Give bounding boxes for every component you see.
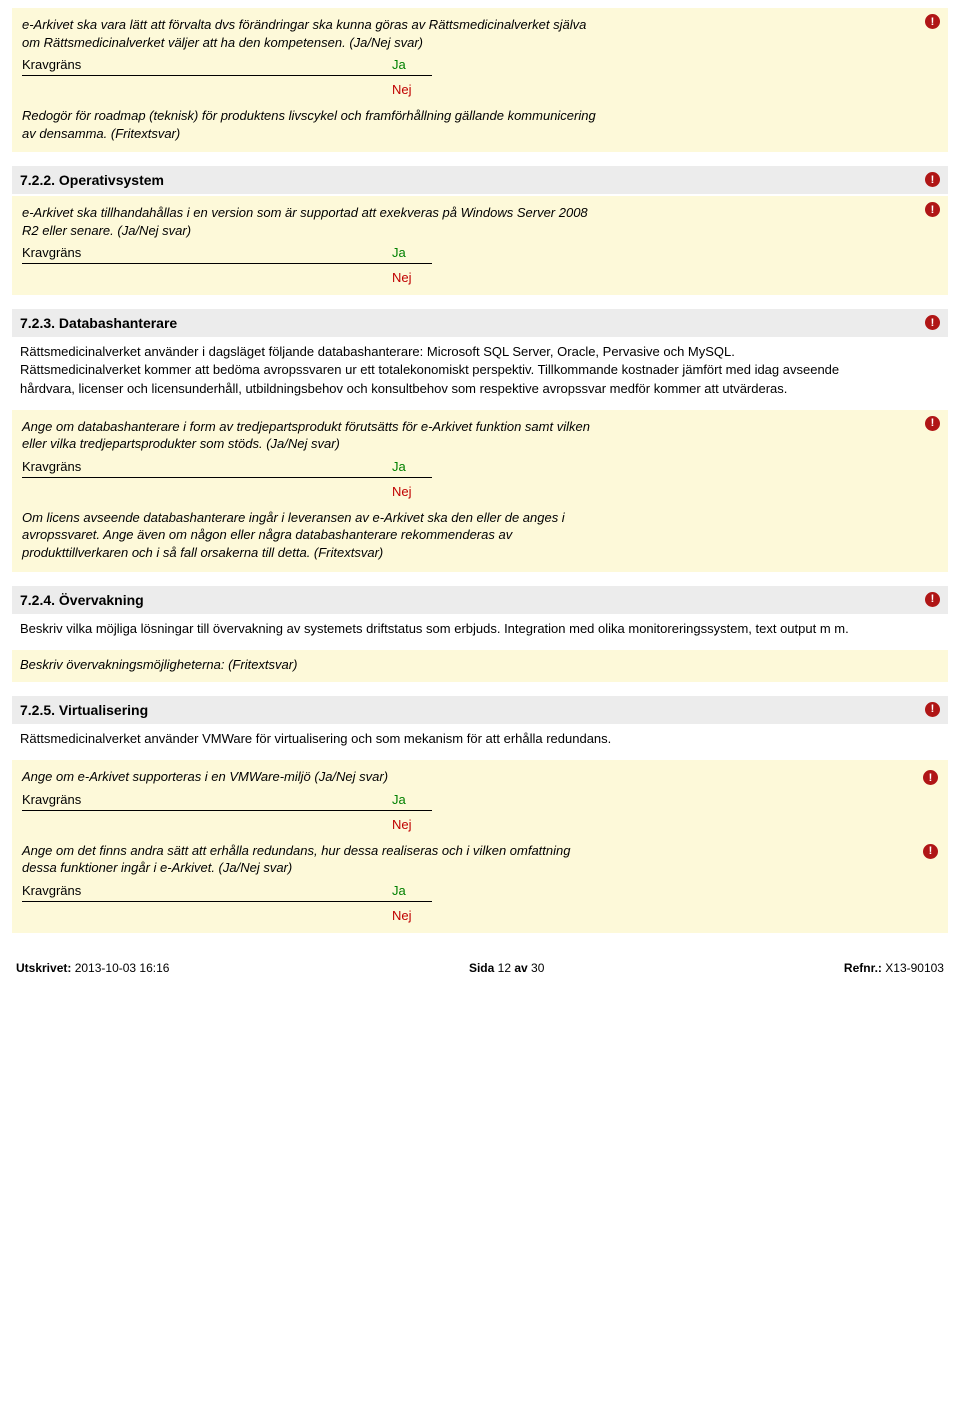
- question-text: e-Arkivet ska vara lätt att förvalta dvs…: [22, 16, 602, 51]
- ref-label: Refnr.:: [844, 961, 882, 975]
- threshold-row: Kravgräns Ja: [22, 790, 432, 811]
- answer-nej: Nej: [392, 270, 412, 285]
- question-text: Ange om det finns andra sätt att erhålla…: [22, 842, 602, 877]
- alert-icon: !: [925, 172, 940, 187]
- page-total: 30: [531, 961, 544, 975]
- footer-printed: Utskrivet: 2013-10-03 16:16: [16, 961, 169, 975]
- section-header-722: 7.2.2. Operativsystem !: [12, 166, 948, 194]
- answer-nej: Nej: [392, 908, 412, 923]
- section-body: Rättsmedicinalverket använder VMWare för…: [12, 726, 862, 758]
- section-body: Beskriv vilka möjliga lösningar till öve…: [12, 616, 862, 648]
- question-block: ! Ange om e-Arkivet supporteras i en VMW…: [12, 760, 948, 933]
- question-text: Ange om e-Arkivet supporteras i en VMWar…: [22, 768, 602, 786]
- alert-icon: !: [925, 315, 940, 330]
- section-header-723: 7.2.3. Databashanterare !: [12, 309, 948, 337]
- page-footer: Utskrivet: 2013-10-03 16:16 Sida 12 av 3…: [12, 947, 948, 975]
- threshold-row: Kravgräns Ja: [22, 457, 432, 478]
- section-header-724: 7.2.4. Övervakning !: [12, 586, 948, 614]
- answer-nej-row: Nej: [22, 478, 432, 499]
- section-body: Rättsmedicinalverket använder i dagsläge…: [12, 339, 862, 408]
- threshold-label: Kravgräns: [22, 883, 392, 898]
- inner-question: ! Ange om det finns andra sätt att erhål…: [22, 842, 938, 923]
- threshold-label: Kravgräns: [22, 459, 392, 474]
- section-title: 7.2.2. Operativsystem: [20, 172, 164, 188]
- threshold-label: Kravgräns: [22, 57, 392, 72]
- section-title: 7.2.5. Virtualisering: [20, 702, 148, 718]
- followup-text: Redogör för roadmap (teknisk) för produk…: [22, 107, 602, 142]
- alert-icon: !: [923, 770, 938, 785]
- answer-nej: Nej: [392, 82, 412, 97]
- answer-nej-row: Nej: [22, 264, 432, 285]
- answer-ja: Ja: [392, 459, 406, 474]
- alert-icon: !: [925, 592, 940, 607]
- followup-text: Om licens avseende databashanterare ingå…: [22, 509, 602, 562]
- footer-ref: Refnr.: X13-90103: [844, 961, 944, 975]
- page-label: Sida: [469, 961, 494, 975]
- question-freetext: Beskriv övervakningsmöjligheterna: (Frit…: [12, 650, 948, 682]
- question-block: ! e-Arkivet ska vara lätt att förvalta d…: [12, 8, 948, 152]
- question-text: Ange om databashanterare i form av tredj…: [22, 418, 602, 453]
- section-header-725: 7.2.5. Virtualisering !: [12, 696, 948, 724]
- page-current: 12: [498, 961, 511, 975]
- answer-ja: Ja: [392, 57, 406, 72]
- inner-question: ! Ange om e-Arkivet supporteras i en VMW…: [22, 768, 938, 832]
- alert-icon: !: [925, 14, 940, 29]
- answer-nej-row: Nej: [22, 76, 432, 97]
- answer-nej: Nej: [392, 817, 412, 832]
- threshold-row: Kravgräns Ja: [22, 55, 432, 76]
- section-title: 7.2.4. Övervakning: [20, 592, 144, 608]
- page-sep: av: [514, 961, 527, 975]
- answer-ja: Ja: [392, 792, 406, 807]
- printed-value: 2013-10-03 16:16: [75, 961, 170, 975]
- answer-ja: Ja: [392, 883, 406, 898]
- threshold-label: Kravgräns: [22, 245, 392, 260]
- alert-icon: !: [923, 844, 938, 859]
- answer-nej-row: Nej: [22, 902, 432, 923]
- ref-value: X13-90103: [885, 961, 944, 975]
- question-block: ! Ange om databashanterare i form av tre…: [12, 410, 948, 572]
- answer-nej-row: Nej: [22, 811, 432, 832]
- footer-page: Sida 12 av 30: [469, 961, 544, 975]
- question-block: ! e-Arkivet ska tillhandahållas i en ver…: [12, 196, 948, 295]
- threshold-row: Kravgräns Ja: [22, 881, 432, 902]
- answer-nej: Nej: [392, 484, 412, 499]
- answer-ja: Ja: [392, 245, 406, 260]
- alert-icon: !: [925, 202, 940, 217]
- alert-icon: !: [925, 702, 940, 717]
- printed-label: Utskrivet:: [16, 961, 71, 975]
- threshold-label: Kravgräns: [22, 792, 392, 807]
- alert-icon: !: [925, 416, 940, 431]
- question-text: e-Arkivet ska tillhandahållas i en versi…: [22, 204, 602, 239]
- threshold-row: Kravgräns Ja: [22, 243, 432, 264]
- section-title: 7.2.3. Databashanterare: [20, 315, 177, 331]
